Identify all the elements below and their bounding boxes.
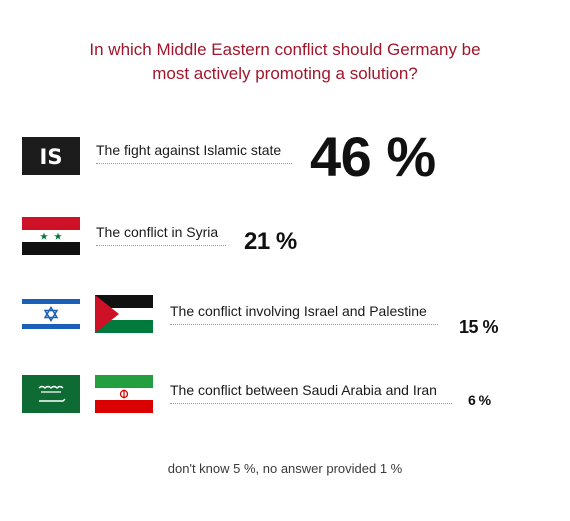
value-label: 6 %: [468, 392, 491, 408]
value-label: 21 %: [244, 228, 297, 255]
is-flag: IS: [22, 137, 80, 175]
dotted-leader: [96, 163, 292, 164]
dotted-leader: [170, 324, 438, 325]
title-line-2: most actively promoting a solution?: [152, 64, 418, 83]
chart-title: In which Middle Eastern conflict should …: [0, 38, 570, 86]
israel-flag: [22, 295, 80, 333]
dotted-leader: [96, 245, 226, 246]
row-islamic-state: IS The fight against Islamic state 46 %: [0, 125, 570, 188]
svg-text:IS: IS: [40, 145, 63, 169]
category-label: The fight against Islamic state: [96, 142, 282, 158]
category-label: The conflict between Saudi Arabia and Ir…: [170, 382, 437, 398]
value-label: 46 %: [310, 125, 436, 188]
value-label: 15 %: [459, 317, 499, 337]
footnote: don't know 5 %, no answer provided 1 %: [167, 461, 403, 476]
row-saudi-iran: The conflict between Saudi Arabia and Ir…: [0, 370, 570, 430]
row-israel-palestine: The conflict involving Israel and Palest…: [0, 293, 570, 353]
iran-flag: [95, 375, 153, 413]
category-label: The conflict in Syria: [96, 224, 219, 240]
category-label: The conflict involving Israel and Palest…: [170, 303, 427, 319]
title-line-1: In which Middle Eastern conflict should …: [89, 40, 481, 59]
syria-flag: [22, 217, 80, 255]
row-syria: The conflict in Syria 21 %: [0, 212, 570, 272]
palestine-flag: [95, 295, 153, 333]
dotted-leader: [170, 403, 452, 404]
saudi-arabia-flag: [22, 375, 80, 413]
